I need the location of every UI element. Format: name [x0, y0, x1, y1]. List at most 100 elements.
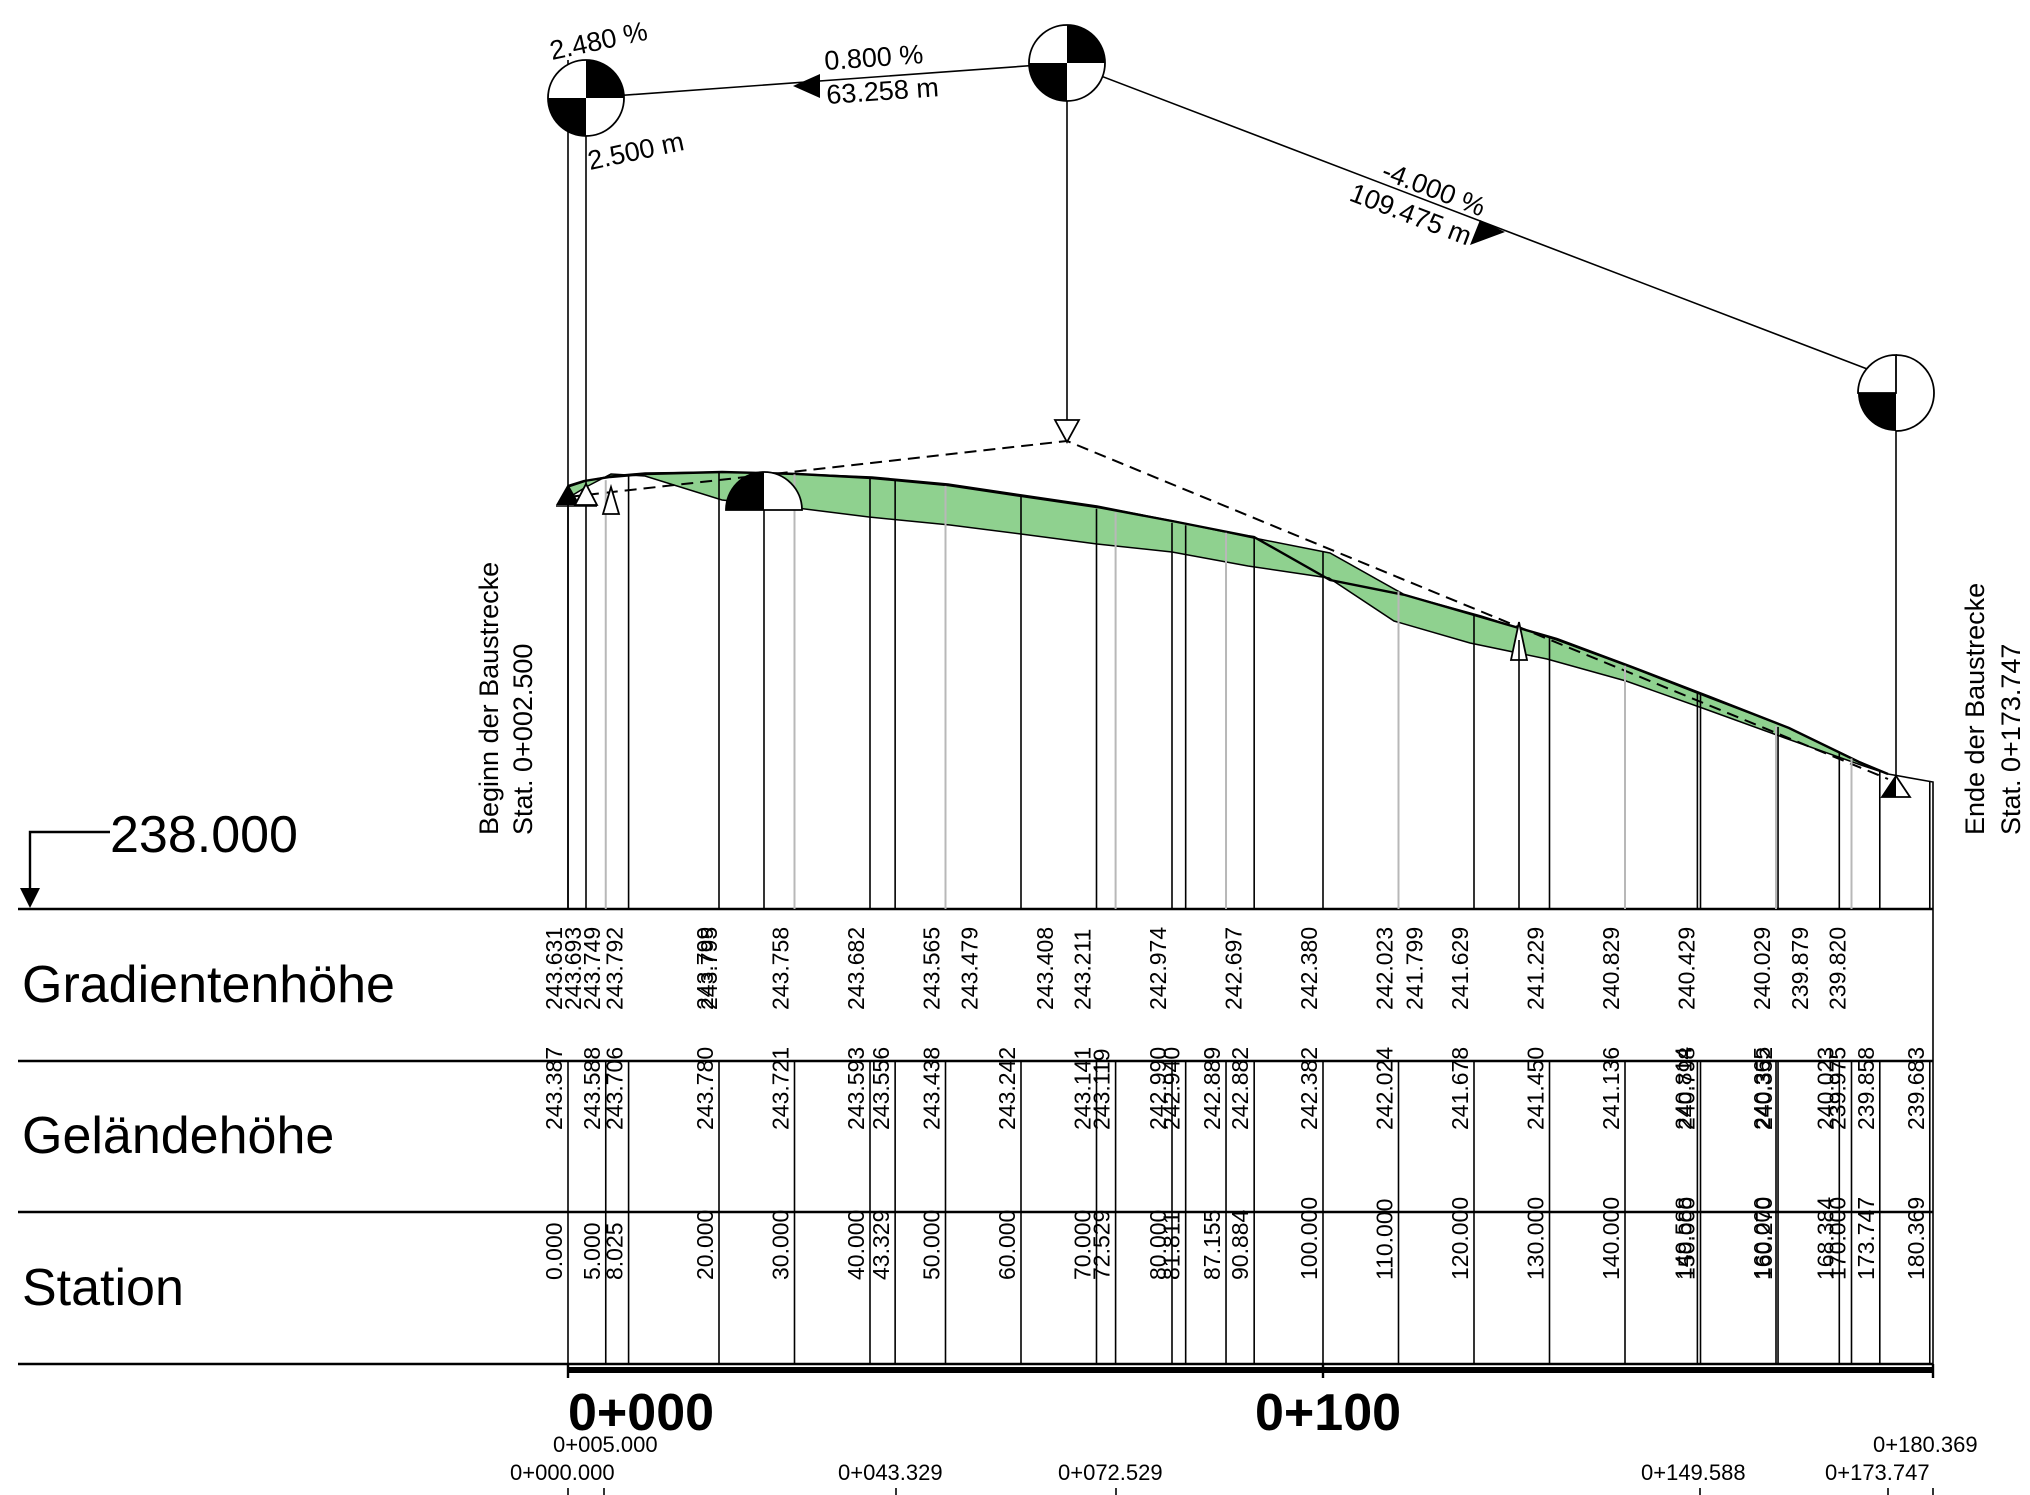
- terrain-value: 242.882: [1227, 1047, 1253, 1130]
- station-value: 50.000: [919, 1210, 945, 1280]
- station-value: 149.588: [1670, 1197, 1696, 1280]
- station-value: 60.000: [994, 1210, 1020, 1280]
- seg1-grade-label: 0.800 %: [823, 39, 924, 76]
- station-value: 100.000: [1296, 1197, 1322, 1280]
- high-point-symbol: [725, 471, 803, 511]
- key-station-1: 0+000.000: [510, 1460, 615, 1485]
- major-label-100: 0+100: [1255, 1384, 1401, 1442]
- major-label-0: 0+000: [568, 1384, 714, 1442]
- datum-marker: 238.000: [20, 806, 298, 908]
- gradient-value: 242.023: [1372, 927, 1398, 1010]
- station-value: 180.369: [1903, 1197, 1929, 1280]
- gradient-value: 242.697: [1221, 927, 1247, 1010]
- terrain-value: 240.365: [1749, 1047, 1775, 1130]
- terrain-value: 243.242: [994, 1047, 1020, 1130]
- station-value: 43.329: [868, 1210, 894, 1280]
- station-value: 130.000: [1523, 1197, 1549, 1280]
- station-value: 150.000: [1674, 1197, 1700, 1280]
- terrain-value: 243.556: [868, 1047, 894, 1130]
- grade-arrows: [556, 74, 1912, 909]
- gradient-value: 242.974: [1145, 927, 1171, 1010]
- station-scale: 0+000 0+100 0+005.000 0+000.000 0+043.32…: [510, 1364, 1978, 1495]
- terrain-value: 242.990: [1145, 1047, 1171, 1130]
- end-annotation-line2: Stat. 0+173.747: [1996, 644, 2026, 835]
- station-value: 90.884: [1227, 1209, 1253, 1280]
- gradient-value: 241.799: [1402, 927, 1428, 1010]
- gradient-value: 241.629: [1447, 927, 1473, 1010]
- station-value: 160.270: [1751, 1197, 1777, 1280]
- terrain-value: 239.683: [1903, 1047, 1929, 1130]
- terrain-value: 243.119: [1089, 1049, 1115, 1130]
- pvi1-grade-label: 2.480 %: [547, 16, 650, 66]
- start-annotation-line2: Stat. 0+002.500: [508, 644, 538, 835]
- station-value: 173.747: [1853, 1197, 1879, 1280]
- station-value: 110.000: [1372, 1199, 1398, 1280]
- terrain-band-label: Geländehöhe: [22, 1107, 334, 1165]
- terrain-value: 243.593: [843, 1047, 869, 1130]
- terrain-value: 241.450: [1523, 1047, 1549, 1130]
- pvi-1-symbol: [547, 59, 625, 137]
- key-station-6: 0+180.369: [1873, 1432, 1978, 1457]
- gradient-value: 243.479: [956, 927, 982, 1010]
- gradient-value: 243.408: [1032, 927, 1058, 1010]
- terrain-value: 240.814: [1670, 1047, 1696, 1130]
- terrain-value: 243.438: [919, 1047, 945, 1130]
- terrain-value: 239.975: [1825, 1047, 1851, 1130]
- terrain-value: 243.141: [1070, 1047, 1096, 1130]
- station-value: 20.000: [692, 1210, 718, 1280]
- station-band-label: Station: [22, 1259, 184, 1317]
- key-station-5: 0+173.747: [1825, 1460, 1930, 1485]
- gradient-value: 243.631: [541, 927, 567, 1010]
- gradient-value: 243.792: [602, 927, 628, 1010]
- terrain-value: 242.889: [1199, 1047, 1225, 1130]
- cut-fill-area: [567, 471, 1889, 775]
- key-station-2: 0+043.329: [838, 1460, 943, 1485]
- terrain-value: 243.387: [541, 1047, 567, 1130]
- terrain-tail: [1887, 773, 1934, 909]
- key-station-3: 0+072.529: [1058, 1460, 1163, 1485]
- start-annotation-line1: Beginn der Baustrecke: [474, 562, 504, 835]
- gradient-value: 243.758: [768, 927, 794, 1010]
- tangent-polygon: [585, 62, 1897, 381]
- gradient-value: 243.211: [1070, 929, 1096, 1010]
- key-station-0: 0+005.000: [553, 1432, 658, 1457]
- key-station-4: 0+149.588: [1641, 1460, 1746, 1485]
- station-value: 160.000: [1749, 1197, 1775, 1280]
- station-value: 87.155: [1199, 1210, 1225, 1280]
- station-value: 30.000: [768, 1210, 794, 1280]
- gradient-band-label: Gradientenhöhe: [22, 956, 395, 1014]
- station-value: 120.000: [1447, 1197, 1473, 1280]
- gradient-value: 242.380: [1296, 927, 1322, 1010]
- terrain-value: 239.858: [1853, 1047, 1879, 1130]
- gradient-value: 240.429: [1674, 927, 1700, 1010]
- terrain-value: 243.588: [579, 1047, 605, 1130]
- datum-label: 238.000: [110, 806, 298, 864]
- station-value: 170.000: [1825, 1197, 1851, 1280]
- terrain-value: 241.678: [1447, 1047, 1473, 1130]
- gradient-value: 241.229: [1523, 927, 1549, 1010]
- gradient-line: [567, 470, 1889, 776]
- station-value: 168.384: [1812, 1197, 1838, 1280]
- station-value: 0.000: [541, 1222, 567, 1280]
- terrain-value: 240.352: [1751, 1047, 1777, 1130]
- gradient-value: 239.879: [1787, 927, 1813, 1010]
- gradient-value: 243.693: [560, 927, 586, 1010]
- pvi-3-symbol: [1857, 354, 1935, 432]
- terrain-value: 241.136: [1598, 1047, 1624, 1130]
- end-annotation-line1: Ende der Baustrecke: [1960, 583, 1990, 835]
- terrain-value: 243.721: [768, 1047, 794, 1130]
- pvi-2-symbol: [1028, 24, 1106, 102]
- gradient-value: 240.029: [1749, 927, 1775, 1010]
- terrain-value: 242.382: [1296, 1047, 1322, 1130]
- gradient-value: 240.829: [1598, 927, 1624, 1010]
- seg1-length-label: 63.258 m: [825, 72, 939, 110]
- terrain-value: 243.780: [692, 1047, 718, 1130]
- profile-verticals: [567, 472, 1931, 909]
- terrain-value: 242.024: [1372, 1047, 1398, 1130]
- station-value: 81.811: [1159, 1211, 1185, 1280]
- station-value: 40.000: [843, 1210, 869, 1280]
- gradient-value: 243.749: [579, 927, 605, 1010]
